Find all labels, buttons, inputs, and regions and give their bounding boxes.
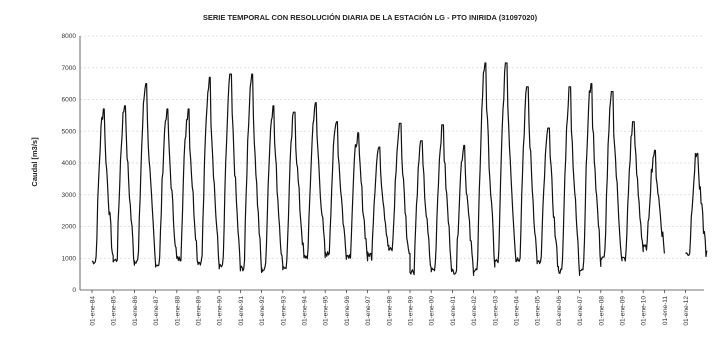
x-tick-label: 01-ene-99 bbox=[408, 296, 415, 326]
chart-title: SERIE TEMPORAL CON RESOLUCIÓN DIARIA DE … bbox=[203, 13, 538, 22]
x-tick-label: 01-ene-06 bbox=[556, 296, 563, 326]
y-tick-label: 2000 bbox=[62, 224, 77, 231]
x-tick-label: 01-ene-02 bbox=[471, 296, 478, 326]
x-tick-label: 01-ene-05 bbox=[535, 296, 542, 326]
x-tick-label: 01-ene-85 bbox=[111, 296, 118, 326]
x-tick-label: 01-ene-01 bbox=[450, 296, 457, 326]
y-tick-labels: 0 1000 2000 3000 4000 5000 6000 7000 8000 bbox=[62, 33, 77, 294]
x-tick-label: 01-ene-11 bbox=[662, 296, 669, 326]
y-tick-label: 3000 bbox=[62, 192, 77, 199]
x-tick-label: 01-ene-96 bbox=[344, 296, 351, 326]
y-tick-label: 6000 bbox=[62, 97, 77, 104]
series-layer bbox=[91, 62, 708, 276]
x-tick-label: 01-ene-87 bbox=[153, 296, 160, 326]
x-tick-labels: 01-ene-84 01-ene-85 01-ene-86 01-ene-87 01-e… bbox=[90, 290, 690, 326]
x-tick-label: 01-ene-92 bbox=[259, 296, 266, 326]
x-tick-label: 01-ene-07 bbox=[577, 296, 584, 326]
x-tick-label: 01-ene-84 bbox=[90, 296, 97, 326]
x-tick-label: 01-ene-09 bbox=[620, 296, 627, 326]
x-tick-label: 01-ene-08 bbox=[598, 296, 605, 326]
x-tick-label: 01-ene-03 bbox=[492, 296, 499, 326]
y-axis-label: Caudal [m3/s] bbox=[30, 137, 39, 187]
x-tick-label: 01-ene-98 bbox=[386, 296, 393, 326]
series-line-segment bbox=[91, 62, 665, 276]
series-line-segment bbox=[685, 152, 708, 258]
x-tick-label: 01-ene-00 bbox=[429, 296, 436, 326]
y-tick-label: 7000 bbox=[62, 65, 77, 72]
x-tick-label: 01-ene-12 bbox=[683, 296, 690, 326]
y-tick-label: 5000 bbox=[62, 128, 77, 135]
x-tick-label: 01-ene-90 bbox=[217, 296, 224, 326]
x-tick-label: 01-ene-04 bbox=[514, 296, 521, 326]
x-tick-label: 01-ene-89 bbox=[196, 296, 203, 326]
y-tick-label: 0 bbox=[72, 287, 76, 294]
x-tick-label: 01-ene-97 bbox=[365, 296, 372, 326]
x-tick-label: 01-ene-91 bbox=[238, 296, 245, 326]
x-tick-label: 01-ene-95 bbox=[323, 296, 330, 326]
x-tick-label: 01-ene-88 bbox=[174, 296, 181, 326]
x-tick-label: 01-ene-86 bbox=[132, 296, 139, 326]
y-tick-label: 8000 bbox=[62, 33, 77, 40]
x-tick-label: 01-ene-94 bbox=[302, 296, 309, 326]
x-tick-label: 01-ene-10 bbox=[641, 296, 648, 326]
y-tick-label: 4000 bbox=[62, 160, 77, 167]
y-tick-label: 1000 bbox=[62, 255, 77, 262]
x-tick-label: 01-ene-93 bbox=[280, 296, 287, 326]
